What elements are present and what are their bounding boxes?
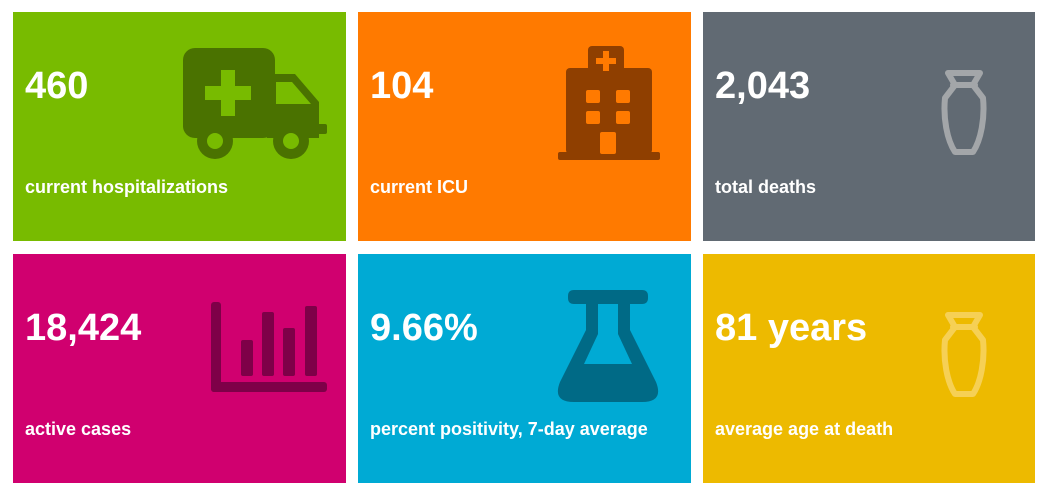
tile-value: 9.66%	[370, 307, 478, 349]
tile-average-age-at-death: 81 years average age at death	[703, 254, 1035, 483]
tile-value: 104	[370, 65, 434, 107]
urn-icon	[939, 68, 989, 158]
tile-label: percent positivity, 7-day average	[370, 419, 648, 439]
tile-label: current ICU	[370, 177, 469, 197]
ambulance-icon	[181, 46, 329, 160]
tile-percent-positivity: 9.66% percent positivity, 7-day average	[358, 254, 691, 483]
tile-value: 81 years	[715, 307, 868, 349]
bar-chart-icon	[211, 302, 329, 394]
tile-value: 18,424	[25, 307, 142, 349]
urn-icon	[939, 310, 989, 400]
flask-icon	[556, 288, 660, 404]
tile-current-hospitalizations: 460 current hospitalizations	[13, 12, 346, 241]
tile-current-icu: 104 current ICU	[358, 12, 691, 241]
tile-total-deaths: 2,043 total deaths	[703, 12, 1035, 241]
tile-label: total deaths	[715, 177, 817, 197]
stats-grid: 460 current hospitalizations 104 cur	[13, 12, 1035, 484]
tile-value: 2,043	[715, 65, 811, 107]
hospital-icon	[558, 44, 660, 162]
tile-label: average age at death	[715, 419, 894, 439]
tile-active-cases: 18,424 active cases	[13, 254, 346, 483]
tile-value: 460	[25, 65, 89, 107]
tile-label: current hospitalizations	[25, 177, 229, 197]
tile-label: active cases	[25, 419, 132, 439]
